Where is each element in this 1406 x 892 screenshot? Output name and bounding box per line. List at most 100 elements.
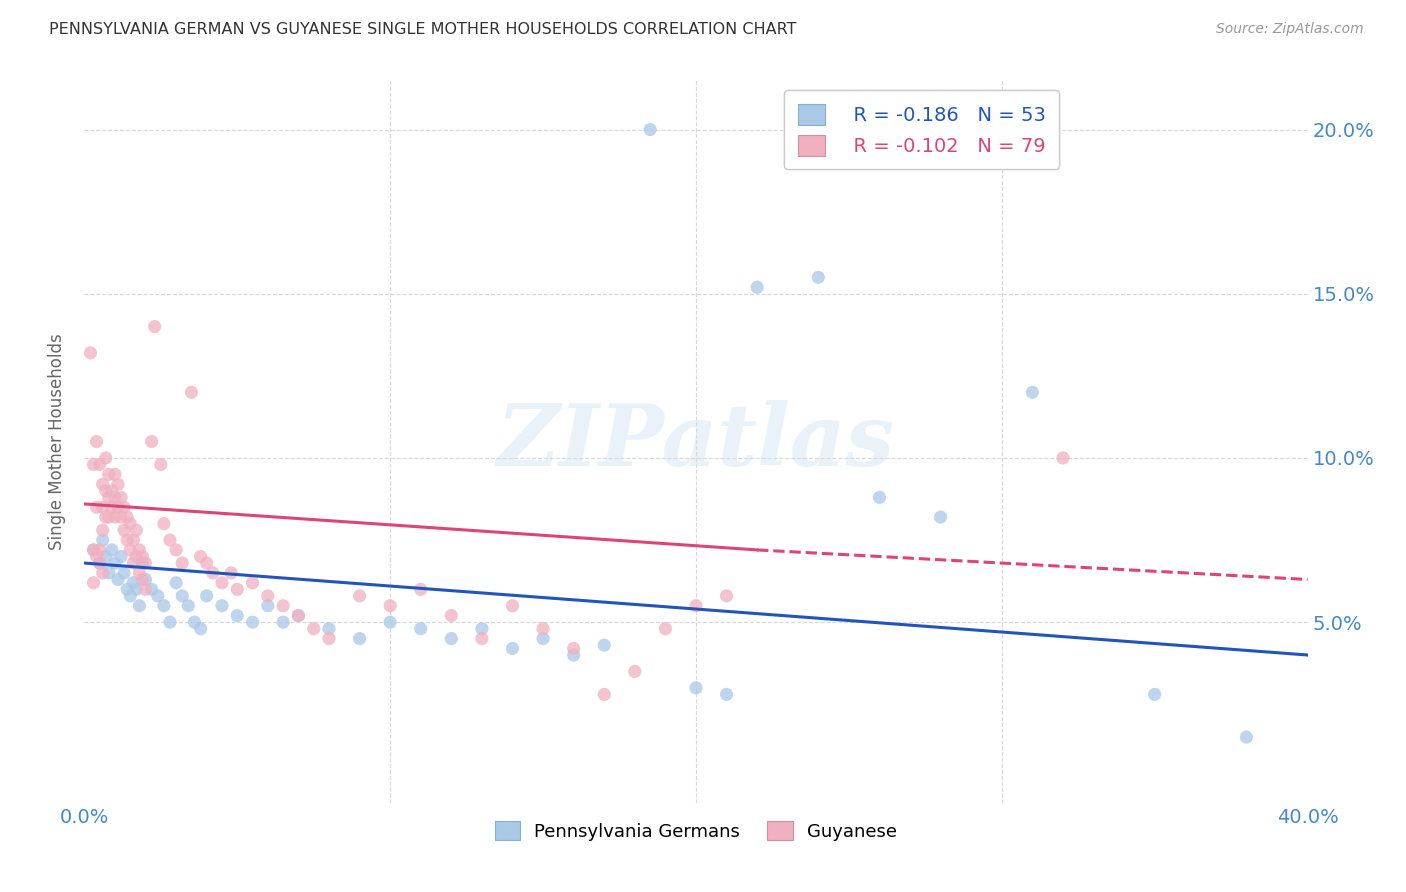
Point: [128, 599, 150, 613]
Point: [929, 510, 952, 524]
Point: [89, 458, 111, 472]
Point: [89, 556, 111, 570]
Point: [638, 122, 661, 136]
Point: [195, 556, 218, 570]
Point: [380, 599, 402, 613]
Point: [318, 632, 340, 646]
Point: [1143, 687, 1166, 701]
Point: [86, 500, 108, 515]
Point: [107, 477, 129, 491]
Point: [135, 556, 157, 570]
Point: [685, 681, 707, 695]
Point: [91, 566, 114, 580]
Point: [97, 566, 120, 580]
Point: [807, 270, 830, 285]
Point: [125, 549, 148, 564]
Point: [201, 566, 224, 580]
Text: PENNSYLVANIA GERMAN VS GUYANESE SINGLE MOTHER HOUSEHOLDS CORRELATION CHART: PENNSYLVANIA GERMAN VS GUYANESE SINGLE M…: [49, 22, 797, 37]
Point: [440, 608, 463, 623]
Point: [91, 477, 114, 491]
Point: [143, 319, 166, 334]
Point: [172, 556, 194, 570]
Point: [91, 500, 114, 515]
Point: [242, 615, 264, 630]
Point: [211, 575, 233, 590]
Point: [128, 566, 150, 580]
Point: [131, 573, 153, 587]
Point: [94, 510, 117, 524]
Point: [409, 582, 432, 597]
Point: [89, 556, 111, 570]
Point: [112, 500, 135, 515]
Point: [112, 566, 135, 580]
Point: [107, 573, 129, 587]
Point: [83, 575, 105, 590]
Point: [226, 582, 249, 597]
Point: [131, 549, 153, 564]
Point: [120, 516, 142, 531]
Point: [183, 615, 205, 630]
Point: [135, 582, 157, 597]
Point: [271, 615, 294, 630]
Point: [593, 687, 616, 701]
Point: [172, 589, 194, 603]
Point: [502, 599, 524, 613]
Point: [94, 450, 117, 465]
Point: [110, 510, 132, 524]
Point: [624, 665, 647, 679]
Point: [257, 599, 280, 613]
Point: [104, 556, 127, 570]
Point: [471, 632, 494, 646]
Point: [271, 599, 294, 613]
Point: [226, 608, 249, 623]
Point: [685, 599, 707, 613]
Point: [654, 622, 676, 636]
Point: [89, 542, 111, 557]
Point: [165, 542, 187, 557]
Point: [562, 648, 585, 662]
Point: [120, 589, 142, 603]
Point: [287, 608, 309, 623]
Point: [380, 615, 402, 630]
Point: [94, 483, 117, 498]
Point: [135, 573, 157, 587]
Point: [101, 500, 124, 515]
Point: [83, 458, 105, 472]
Point: [593, 638, 616, 652]
Point: [149, 458, 172, 472]
Point: [115, 533, 138, 547]
Point: [110, 491, 132, 505]
Point: [153, 599, 176, 613]
Legend:   R = -0.186   N = 53,   R = -0.102   N = 79: R = -0.186 N = 53, R = -0.102 N = 79: [785, 90, 1059, 169]
Point: [440, 632, 463, 646]
Point: [104, 491, 127, 505]
Point: [409, 622, 432, 636]
Point: [159, 533, 181, 547]
Point: [349, 589, 371, 603]
Point: [101, 483, 124, 498]
Text: Source: ZipAtlas.com: Source: ZipAtlas.com: [1216, 22, 1364, 37]
Point: [122, 575, 145, 590]
Point: [91, 523, 114, 537]
Point: [562, 641, 585, 656]
Point: [1236, 730, 1258, 744]
Point: [125, 582, 148, 597]
Point: [531, 622, 554, 636]
Point: [115, 582, 138, 597]
Point: [153, 516, 176, 531]
Point: [125, 523, 148, 537]
Point: [122, 556, 145, 570]
Point: [716, 687, 738, 701]
Point: [112, 523, 135, 537]
Point: [531, 632, 554, 646]
Point: [97, 491, 120, 505]
Point: [120, 542, 142, 557]
Point: [287, 608, 309, 623]
Point: [716, 589, 738, 603]
Point: [115, 510, 138, 524]
Point: [86, 549, 108, 564]
Point: [190, 549, 212, 564]
Point: [165, 575, 187, 590]
Point: [141, 434, 163, 449]
Point: [242, 575, 264, 590]
